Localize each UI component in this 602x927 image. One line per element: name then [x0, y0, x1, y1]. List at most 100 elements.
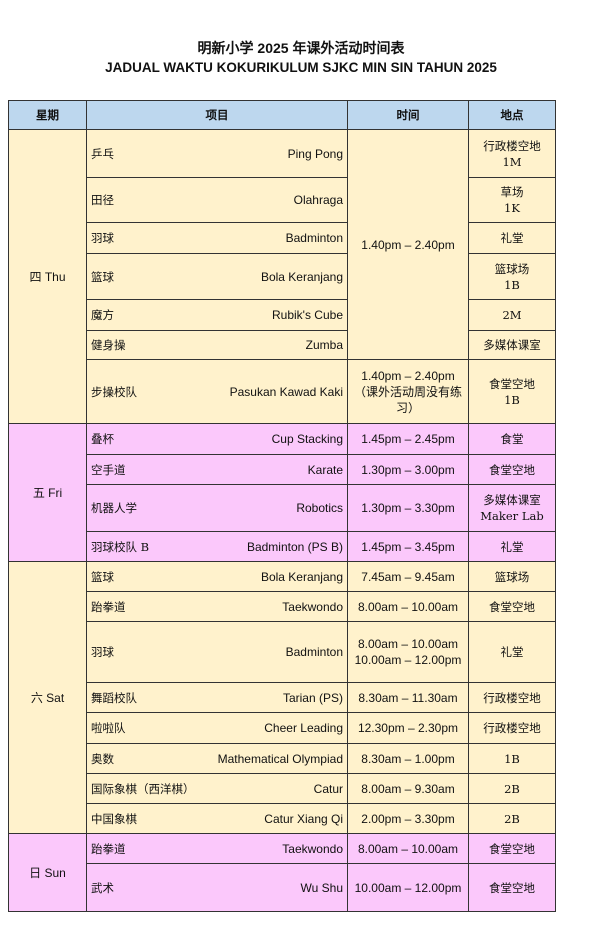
time-cell: 1.40pm – 2.40pm （课外活动周没有练习）	[347, 359, 469, 424]
activity: 啦啦队 Cheer Leading	[91, 720, 343, 736]
activity-malay: Karate	[307, 462, 343, 477]
activity: 空手道 Karate	[91, 462, 343, 478]
time-cell: 8.00am – 9.30am	[347, 773, 469, 804]
activity-malay: Bola Keranjang	[260, 569, 343, 584]
activity-chinese: 舞蹈校队	[91, 690, 137, 705]
location-cell: 食堂空地	[468, 863, 556, 912]
activity-chinese: 健身操	[91, 338, 126, 352]
activity-cell: 羽球 Badminton	[86, 621, 348, 683]
title-malay: JADUAL WAKTU KOKURIKULUM SJKC MIN SIN TA…	[105, 60, 497, 75]
location-cell: 草场 1K	[468, 177, 556, 223]
activity-cell: 羽球校队 B Badminton (PS B)	[86, 531, 348, 562]
time-cell: 1.45pm – 3.45pm	[347, 531, 469, 562]
activity-chinese: 机器人学	[91, 501, 137, 515]
day-cell: 日 Sun	[8, 833, 87, 912]
table-row: 机器人学 Robotics 1.30pm – 3.30pm 多媒体课室 Maker L…	[8, 484, 556, 532]
activity-cell: 魔方 Rubik's Cube	[86, 299, 348, 331]
time-cell: 10.00am – 12.00pm	[347, 863, 469, 912]
activity-malay: Bola Keranjang	[260, 269, 343, 284]
activity-chinese: 篮球	[91, 569, 114, 584]
table-row: 羽球校队 B Badminton (PS B) 1.45pm – 3.45pm 礼堂	[8, 531, 556, 562]
table-row: 舞蹈校队 Tarian (PS) 8.30am – 11.30am 行政楼空地	[8, 682, 556, 713]
activity-malay: Cup Stacking	[271, 432, 343, 446]
activity-malay: Rubik's Cube	[272, 308, 343, 322]
activity-cell: 武术 Wu Shu	[86, 863, 348, 912]
activity: 羽球 Badminton	[91, 644, 343, 660]
time-cell: 1.30pm – 3.30pm	[347, 484, 469, 532]
location-cell: 礼堂	[468, 222, 556, 254]
header-activity: 项目	[86, 100, 348, 130]
activity-malay: Catur	[313, 781, 343, 796]
activity-chinese: 中国象棋	[91, 811, 137, 826]
location-cell: 礼堂	[468, 621, 556, 683]
location-cell: 多媒体课室	[468, 330, 556, 360]
table-row: 啦啦队 Cheer Leading 12.30pm – 2.30pm 行政楼空地	[8, 712, 556, 744]
time-cell: 8.00am – 10.00am	[347, 591, 469, 622]
table-row: 五 Fri 叠杯 Cup Stacking 1.45pm – 2.45pm 食堂	[8, 423, 556, 562]
location-cell: 2M	[468, 299, 556, 331]
activity: 机器人学 Robotics	[91, 500, 343, 516]
activity-malay: Pasukan Kawad Kaki	[229, 384, 343, 399]
activity-malay: Mathematical Olympiad	[217, 751, 343, 766]
activity-chinese: 田径	[91, 193, 114, 207]
activity-cell: 田径 Olahraga	[86, 177, 348, 223]
location-cell: 篮球场	[468, 561, 556, 592]
location-cell: 食堂	[468, 423, 556, 455]
activity: 健身操 Zumba	[91, 337, 343, 353]
table-row: 奥数 Mathematical Olympiad 8.30am – 1.00pm 1B	[8, 743, 556, 774]
activity-malay: Robotics	[296, 501, 343, 515]
table-row: 田径 Olahraga 草场 1K	[8, 177, 556, 223]
activity: 跆拳道 Taekwondo	[91, 841, 343, 857]
activity-chinese: 奥数	[91, 751, 114, 766]
location-cell: 2B	[468, 773, 556, 804]
activity: 篮球 Bola Keranjang	[91, 269, 343, 285]
activity-cell: 啦啦队 Cheer Leading	[86, 712, 348, 744]
activity: 叠杯 Cup Stacking	[91, 431, 343, 447]
header-row: 星期 项目 时间 地点	[8, 100, 556, 130]
time-cell: 8.30am – 11.30am	[347, 682, 469, 713]
time-cell: 8.00am – 10.00am	[347, 833, 469, 864]
activity-chinese: 跆拳道	[91, 599, 126, 614]
activity-chinese: 叠杯	[91, 432, 114, 446]
activity-cell: 奥数 Mathematical Olympiad	[86, 743, 348, 774]
location-cell: 食堂空地	[468, 591, 556, 622]
location-cell: 多媒体课室 Maker Lab	[468, 484, 556, 532]
time-cell: 8.30am – 1.00pm	[347, 743, 469, 774]
table-row: 羽球 Badminton 8.00am – 10.00am 10.00am – 12…	[8, 621, 556, 683]
time-cell: 2.00pm – 3.30pm	[347, 803, 469, 834]
activity-chinese: 乒乓	[91, 146, 114, 161]
activity-cell: 篮球 Bola Keranjang	[86, 561, 348, 592]
activity-cell: 步操校队 Pasukan Kawad Kaki	[86, 359, 348, 424]
activity: 武术 Wu Shu	[91, 880, 343, 896]
location-cell: 食堂空地	[468, 833, 556, 864]
table-row: 四 Thu 乒乓 Ping Pong 1.40pm – 2.40pm 行政楼空地 1M	[8, 129, 556, 424]
location-cell: 食堂空地 1B	[468, 359, 556, 424]
activity-malay: Ping Pong	[287, 146, 343, 161]
table-row: 羽球 Badminton 礼堂	[8, 222, 556, 254]
activity-cell: 空手道 Karate	[86, 454, 348, 485]
activity-cell: 中国象棋 Catur Xiang Qi	[86, 803, 348, 834]
header-day: 星期	[8, 100, 87, 130]
activity-malay: Cheer Leading	[264, 721, 343, 735]
activity-malay: Taekwondo	[282, 841, 343, 856]
activity-cell: 篮球 Bola Keranjang	[86, 253, 348, 300]
location-cell: 行政楼空地	[468, 712, 556, 744]
activity-malay: Tarian (PS)	[282, 690, 343, 705]
activity-chinese: 羽球校队 B	[91, 539, 150, 554]
day-cell: 四 Thu	[8, 129, 87, 424]
table-row: 中国象棋 Catur Xiang Qi 2.00pm – 3.30pm 2B	[8, 803, 556, 834]
activity-cell: 健身操 Zumba	[86, 330, 348, 360]
table-row: 空手道 Karate 1.30pm – 3.00pm 食堂空地	[8, 454, 556, 485]
location-cell: 2B	[468, 803, 556, 834]
activity-chinese: 羽球	[91, 231, 114, 245]
activity-malay: Catur Xiang Qi	[264, 811, 343, 826]
activity: 步操校队 Pasukan Kawad Kaki	[91, 384, 343, 400]
table-row: 跆拳道 Taekwondo 8.00am – 10.00am 食堂空地	[8, 591, 556, 622]
activity: 乒乓 Ping Pong	[91, 146, 343, 162]
table-row: 健身操 Zumba 多媒体课室	[8, 330, 556, 360]
location-cell: 1B	[468, 743, 556, 774]
time-cell: 12.30pm – 2.30pm	[347, 712, 469, 744]
activity-cell: 乒乓 Ping Pong	[86, 129, 348, 178]
activity-cell: 跆拳道 Taekwondo	[86, 833, 348, 864]
time-cell: 7.45am – 9.45am	[347, 561, 469, 592]
